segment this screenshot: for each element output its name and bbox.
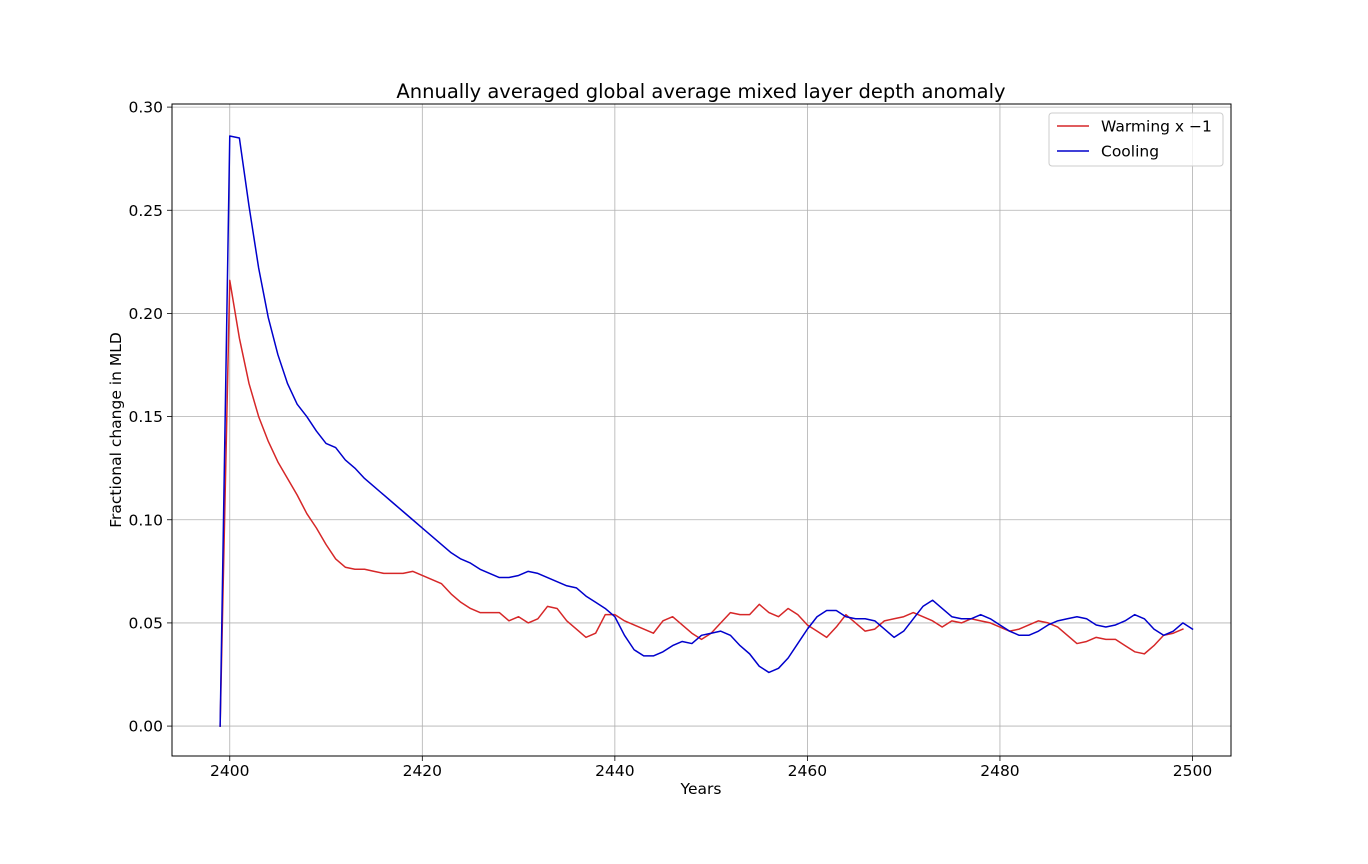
y-tick-label: 0.05 <box>128 614 163 632</box>
series-line-warming <box>219 279 1184 727</box>
grid <box>172 104 1231 756</box>
y-tick-label: 0.30 <box>128 99 163 117</box>
axes-frame <box>171 103 1232 757</box>
x-tick-label: 2480 <box>980 762 1019 780</box>
series-layer <box>219 135 1194 727</box>
x-tick-label: 2460 <box>788 762 827 780</box>
x-tick-label: 2420 <box>403 762 442 780</box>
plot-area: 2400 2420 2440 2460 2480 2500 0.00 0.05 0.10 0.15… <box>128 99 1232 780</box>
legend: Warming x −1 Cooling <box>1048 112 1224 167</box>
chart-title: Annually averaged global average mixed l… <box>396 80 1005 103</box>
legend-box <box>1048 112 1224 167</box>
y-tick-label: 0.00 <box>128 718 163 736</box>
legend-label-cooling: Cooling <box>1101 143 1159 161</box>
y-tick-label: 0.25 <box>128 202 163 220</box>
tick-layer: 2400 2420 2440 2460 2480 2500 0.00 0.05 0.10 0.15… <box>128 99 1212 780</box>
x-axis-label: Years <box>680 780 722 798</box>
x-tick-label: 2500 <box>1173 762 1212 780</box>
y-tick-label: 0.20 <box>128 305 163 323</box>
x-tick-label: 2400 <box>210 762 249 780</box>
y-tick-label: 0.10 <box>128 511 163 529</box>
y-tick-label: 0.15 <box>128 408 163 426</box>
x-tick-label: 2440 <box>595 762 634 780</box>
series-line-cooling <box>219 135 1194 727</box>
legend-label-warming: Warming x −1 <box>1101 118 1212 136</box>
y-axis-label: Fractional change in MLD <box>107 332 125 528</box>
